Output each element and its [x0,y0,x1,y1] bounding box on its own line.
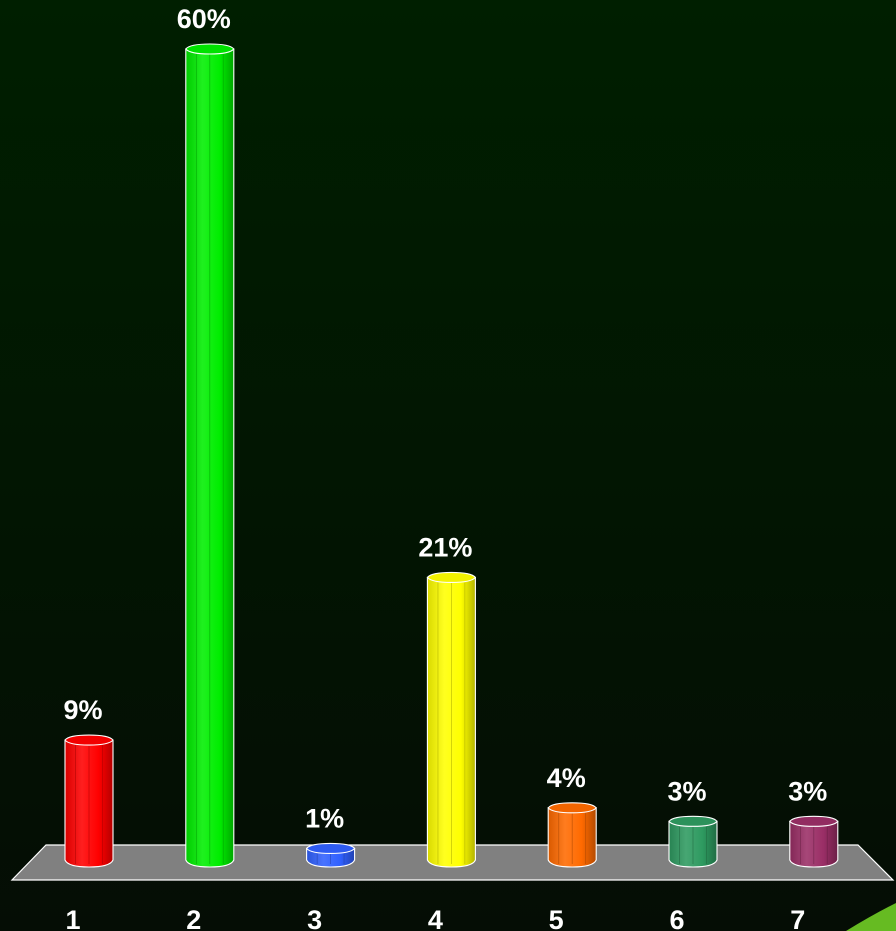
category-label-2: 2 [186,905,201,931]
bar-5 [547,802,597,868]
category-label-5: 5 [549,905,564,931]
value-label-4: 21% [418,532,472,562]
category-label-6: 6 [669,905,684,931]
category-label-1: 1 [65,905,80,931]
bar-top-4 [426,571,477,584]
value-label-2: 60% [177,4,231,34]
category-label-4: 4 [428,905,443,931]
labels-layer: 9%160%21%321%44%53%63%7 [63,4,827,931]
bar-1 [64,734,114,868]
category-label-3: 3 [307,905,322,931]
corner-accent-layer [846,903,896,931]
bar-top-2 [185,43,235,55]
value-label-3: 1% [305,803,344,833]
bar-6 [668,815,718,868]
bars-layer [64,43,839,868]
value-label-7: 3% [788,776,827,806]
bar-7 [789,815,839,868]
category-label-7: 7 [790,905,805,931]
value-label-1: 9% [63,695,102,725]
bar-4 [426,571,477,868]
corner-accent-shape [846,903,896,931]
bar-top-6 [668,815,718,827]
bar-top-5 [547,802,597,814]
bar-top-3 [305,842,356,855]
bar-top-7 [789,815,839,827]
bar-top-1 [64,734,114,746]
bar-3 [305,842,356,868]
bar-2 [185,43,235,868]
value-label-6: 3% [667,776,706,806]
value-label-5: 4% [547,763,586,793]
